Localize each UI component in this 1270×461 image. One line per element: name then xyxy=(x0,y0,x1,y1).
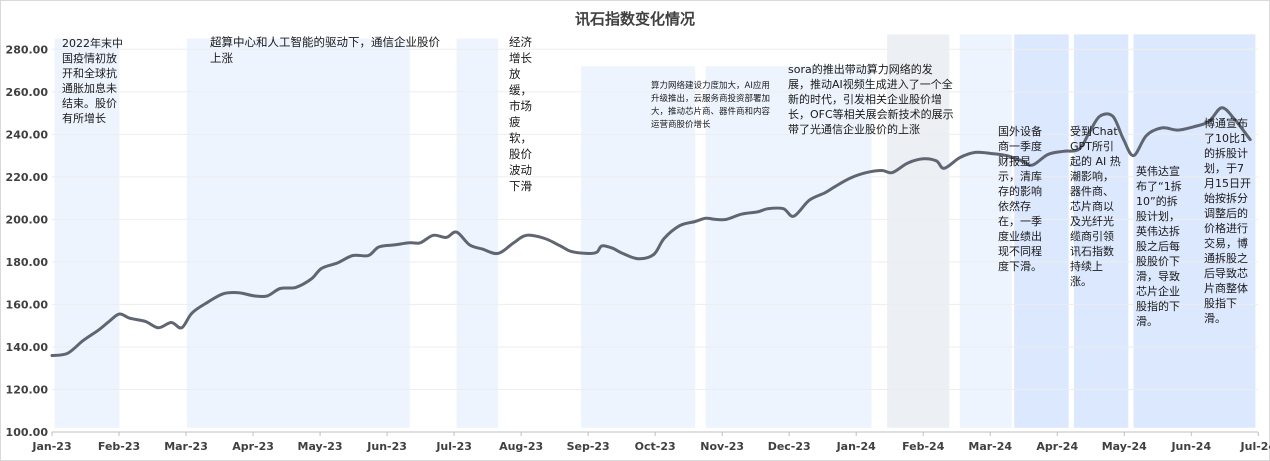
annotation-band-10 xyxy=(1133,34,1256,428)
x-tick-label: Apr-24 xyxy=(1036,440,1078,453)
x-tick-label: Sep-23 xyxy=(567,440,610,453)
annotation-6: 国外设备商一季度财报显示，清库存的影响依然存在，一季度业绩出现不同程度下滑。 xyxy=(998,125,1042,273)
annotation-5: sora的推出带动算力网络的发展，推动AI视频生成进入了一个全新的时代，引发相关… xyxy=(788,63,954,136)
x-tick-label: Feb-24 xyxy=(902,440,945,453)
y-tick-label: 240.00 xyxy=(6,128,49,141)
annotation-9: 博通宣布了10比1的拆股计划，于7月15日开始按拆分调整后的价格进行交易，博通拆… xyxy=(1204,117,1251,325)
annotation-3: 经济增长放缓，市场疲软，股价波动下滑 xyxy=(509,35,532,193)
y-tick-label: 220.00 xyxy=(6,171,49,184)
annotation-band-2 xyxy=(186,38,410,428)
annotation-band-3 xyxy=(456,38,499,428)
annotation-band-6 xyxy=(887,34,950,428)
index-series-line xyxy=(50,106,1252,357)
annotation-2: 超算中心和人工智能的驱动下，通信企业股价上涨 xyxy=(210,35,440,65)
x-tick-label: Aug-23 xyxy=(499,440,543,453)
chart-title: 讯石指数变化情况 xyxy=(574,10,695,28)
x-tick-label: Mar-24 xyxy=(968,440,1012,453)
annotation-band-8 xyxy=(1014,34,1069,428)
annotation-8: 英伟达宣布了“1拆10”的拆股计划，英伟达拆股之后每股股价下滑，导致芯片企业股指… xyxy=(1136,165,1182,328)
x-tick-label: Jan-23 xyxy=(31,440,71,453)
x-tick-label: Dec-23 xyxy=(768,440,811,453)
x-tick-label: Nov-23 xyxy=(700,440,744,453)
y-tick-label: 120.00 xyxy=(6,383,49,396)
x-tick-label: Apr-23 xyxy=(232,440,274,453)
y-tick-label: 260.00 xyxy=(6,86,49,99)
x-tick-label: Mar-23 xyxy=(164,440,208,453)
x-tick-label: Feb-23 xyxy=(98,440,140,453)
x-tick-label: Jun-23 xyxy=(366,440,407,453)
y-tick-label: 160.00 xyxy=(6,298,49,311)
annotation-4: 算力网络建设力度加大，AI应用升级推出，云服务商投资部署加大，推动芯片商、器件商… xyxy=(651,81,771,130)
x-tick-label: May-24 xyxy=(1102,440,1147,453)
annotation-band-7 xyxy=(959,34,1012,428)
y-tick-label: 100.00 xyxy=(6,426,49,439)
annotation-band-5 xyxy=(705,66,872,428)
annotation-band-1 xyxy=(54,38,120,428)
x-tick-label: Jan-24 xyxy=(836,440,877,453)
annotation-1: 2022年末中国疫情初放开和全球抗通胀加息未结束。股价有所增长 xyxy=(62,37,123,125)
annotation-band-9 xyxy=(1073,34,1129,428)
y-tick-label: 140.00 xyxy=(6,341,49,354)
x-tick-label: Jun-24 xyxy=(1170,440,1211,453)
y-tick-label: 280.00 xyxy=(6,43,49,56)
x-tick-label: May-23 xyxy=(298,440,343,453)
x-tick-label: Oct-23 xyxy=(635,440,676,453)
y-tick-label: 180.00 xyxy=(6,256,49,269)
x-tick-label: Jul-24 xyxy=(1240,440,1270,453)
x-tick-label: Jul-23 xyxy=(435,440,472,453)
y-tick-label: 200.00 xyxy=(6,213,49,226)
annotation-7: 受到ChatGPT所引起的 AI 热潮影响，器件商、芯片商以及光纤光缆商引领讯石… xyxy=(1070,125,1121,288)
